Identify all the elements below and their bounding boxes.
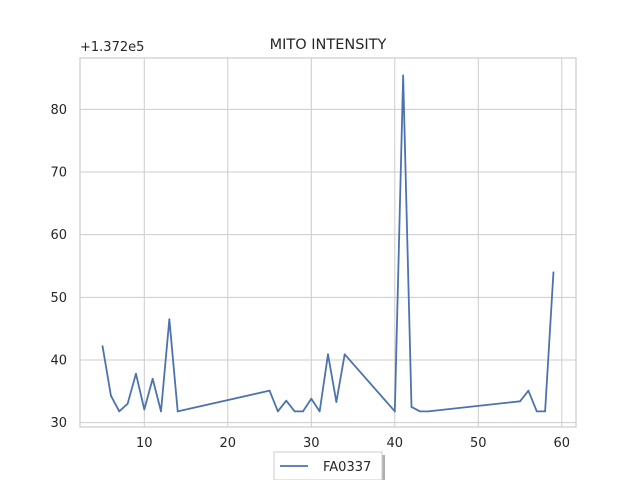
data-point [168,318,171,321]
x-tick-label: 10 [136,436,153,451]
data-point [101,345,104,348]
chart-title: MITO INTENSITY [270,37,387,53]
data-point [109,394,112,397]
x-tick-label: 20 [220,436,237,451]
data-point [318,410,321,413]
data-point [143,408,146,411]
data-point [310,397,313,400]
series-layer [101,74,555,413]
x-tick-label: 30 [303,436,320,451]
y-tick-label: 60 [50,228,67,243]
data-point [160,410,162,413]
legend-entry-label: FA0337 [323,460,371,475]
x-tick-label: 50 [470,436,487,451]
data-point [151,377,154,380]
data-point [402,74,405,77]
x-tick-label: 40 [387,436,404,451]
data-point [527,389,530,392]
data-point [552,271,555,274]
data-point [393,410,396,413]
data-point [418,410,421,413]
data-point [135,372,137,375]
plot-background [80,58,576,427]
legend: FA0337 [273,451,385,480]
y-tick-label: 30 [50,416,67,431]
data-point [293,410,296,413]
grid-lines [80,58,576,427]
data-point [268,389,271,392]
plot-frame [79,57,577,428]
data-point [343,353,346,356]
y-tick-label: 50 [50,291,67,306]
series-line-fa0337 [101,74,555,413]
data-point [410,406,413,408]
y-axis-offset-label: +1.372e5 [80,40,144,55]
y-tick-label: 40 [50,353,67,368]
data-point [276,410,279,413]
data-point [535,410,538,413]
data-point [427,410,430,413]
x-tick-label: 60 [554,436,571,451]
data-point [335,401,338,403]
data-point [327,353,329,356]
data-point [176,410,179,413]
data-point [118,410,121,413]
data-point [126,402,129,405]
data-point [519,400,521,403]
y-tick-label: 70 [50,166,67,181]
tick-labels: 10 20 30 40 50 60 30 40 50 60 70 80 [50,103,570,451]
data-point [285,399,288,402]
data-point [302,410,304,413]
y-tick-label: 80 [50,103,67,118]
data-point [544,410,547,413]
